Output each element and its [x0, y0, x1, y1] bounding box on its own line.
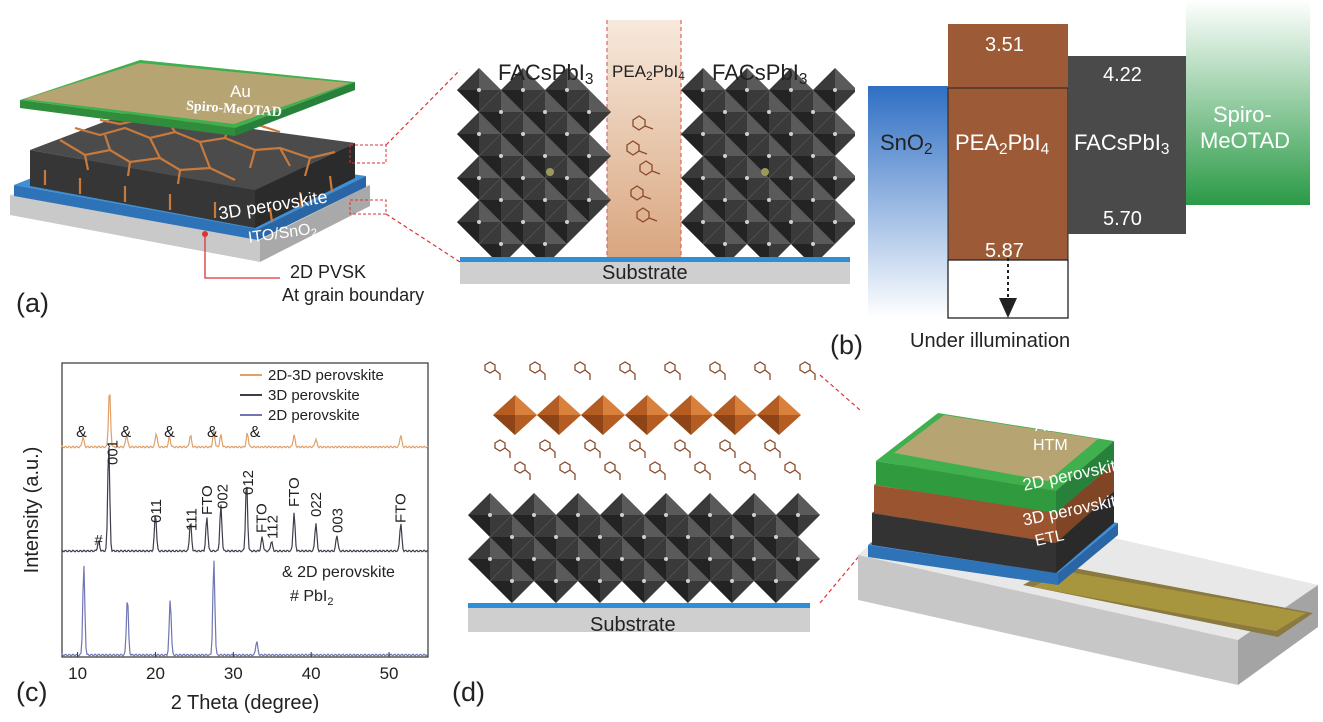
- x-tick-label: 20: [146, 664, 165, 683]
- x-tick-label: 40: [302, 664, 321, 683]
- au-label-d: Au: [1035, 418, 1055, 435]
- panel-letter-a: (a): [16, 288, 49, 318]
- grain-boundary-label: At grain boundary: [282, 285, 425, 305]
- legend-label: 2D-3D perovskite: [268, 367, 384, 384]
- sno2-band: [868, 86, 948, 318]
- substrate-label-a: Substrate: [602, 262, 688, 284]
- pea-band-label: PEA2PbI4: [955, 130, 1049, 159]
- mid-phase-label: PEA2PbI4: [612, 62, 685, 83]
- series-2d-3d-perovskite: [61, 393, 429, 449]
- peak-label: FTO: [199, 485, 216, 515]
- crystal-cross-section: [457, 20, 855, 284]
- sno2-text: SnO: [880, 130, 925, 155]
- x-tick-label: 10: [68, 664, 87, 683]
- substrate-label-d: Substrate: [590, 614, 676, 636]
- facs-homo-value: 5.70: [1103, 208, 1142, 230]
- peak-label: 012: [240, 470, 257, 495]
- sno2-sub: 2: [924, 140, 933, 158]
- mid-phase-text-b: PbI: [652, 62, 679, 81]
- peak-label: 111: [183, 508, 200, 531]
- peak-label: FTO: [286, 477, 303, 507]
- peak-label: #: [94, 532, 103, 549]
- au-label: Au: [230, 82, 251, 101]
- pea-molecules: [626, 115, 661, 223]
- peak-marker-2d: &: [121, 424, 132, 441]
- right-phase-label: FACsPbI3: [712, 60, 807, 89]
- mid-phase-sub-b: 4: [678, 68, 685, 83]
- note-pbi2: # PbI2: [290, 588, 333, 608]
- right-phase-sub: 3: [798, 70, 808, 88]
- layered-structure-illustration: [468, 361, 860, 632]
- facs-text: FACsPbI: [1074, 130, 1161, 155]
- facs-band-label: FACsPbI3: [1074, 130, 1169, 159]
- peak-label: 001: [105, 440, 122, 465]
- legend-label: 2D perovskite: [268, 407, 360, 424]
- left-phase-sub: 3: [584, 70, 594, 88]
- series-2d-perovskite: [61, 560, 429, 657]
- energy-level-diagram: [868, 0, 1310, 319]
- plot-frame: [61, 362, 429, 658]
- spiro-band: [1186, 0, 1310, 205]
- pea-homo-value: 5.87: [985, 240, 1024, 262]
- pea-text-b: PbI: [1007, 130, 1041, 155]
- peak-marker-2d: &: [207, 424, 218, 441]
- pea-lumo-value: 3.51: [985, 34, 1024, 56]
- x-axis-label: 2 Theta (degree): [171, 692, 320, 714]
- peak-label: 003: [330, 508, 347, 533]
- left-octahedra: [457, 68, 611, 266]
- illumination-label: Under illumination: [910, 330, 1071, 352]
- right-phase-text: FACsPbI: [712, 60, 799, 85]
- htm-label: HTM: [1033, 437, 1068, 454]
- pea-sub-a: 2: [999, 140, 1008, 158]
- panel-a-device-illustration: [10, 60, 460, 279]
- mid-phase-text-a: PEA: [612, 62, 647, 81]
- left-phase-text: FACsPbI: [498, 60, 585, 85]
- legend-label: 3D perovskite: [268, 387, 360, 404]
- peak-marker-2d: &: [250, 424, 261, 441]
- y-axis-label: Intensity (a.u.): [21, 447, 43, 574]
- facs-lumo-value: 4.22: [1103, 64, 1142, 86]
- pea-text-a: PEA: [955, 130, 1000, 155]
- xrd-chart: 2D-3D perovskite 3D perovskite 2D perovski…: [21, 362, 429, 714]
- peak-label: 022: [308, 492, 325, 517]
- peak-marker-2d: &: [164, 424, 175, 441]
- spiro-band-label-2: MeOTAD: [1200, 128, 1291, 153]
- peak-label: FTO: [393, 493, 410, 523]
- facs-band: [1068, 56, 1186, 234]
- panel-letter-b: (b): [830, 330, 863, 360]
- left-phase-label: FACsPbI3: [498, 60, 593, 89]
- facs-sub: 3: [1160, 140, 1170, 158]
- pea-sub-b: 4: [1040, 140, 1050, 158]
- peak-label: 011: [148, 499, 165, 523]
- mid-phase-sub-a: 2: [646, 68, 653, 83]
- peak-marker-2d: &: [76, 424, 87, 441]
- x-tick-label: 50: [380, 664, 399, 683]
- peak-label: FTO: [253, 503, 270, 533]
- series-3d-perovskite: [61, 447, 429, 553]
- peak-label: 112: [264, 515, 281, 539]
- peak-label: 002: [214, 484, 231, 509]
- pea-band: [948, 24, 1068, 260]
- panel-letter-c: (c): [16, 677, 48, 707]
- device-stack-illustration: [858, 413, 1318, 685]
- pvsk-2d-label: 2D PVSK: [290, 262, 367, 282]
- note-2d-perovskite: & 2D perovskite: [282, 564, 395, 581]
- x-tick-label: 30: [224, 664, 243, 683]
- right-octahedra: [681, 68, 855, 266]
- spiro-band-label-1: Spiro-: [1213, 102, 1272, 127]
- panel-letter-d: (d): [452, 677, 485, 707]
- sno2-label: SnO2: [880, 130, 933, 159]
